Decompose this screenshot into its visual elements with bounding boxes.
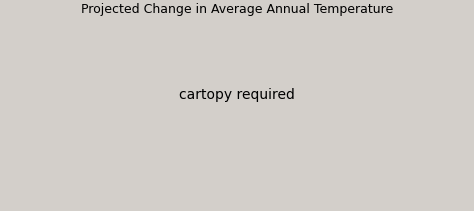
Text: Projected Change in Average Annual Temperature: Projected Change in Average Annual Tempe… xyxy=(81,3,393,16)
Text: cartopy required: cartopy required xyxy=(179,88,295,102)
